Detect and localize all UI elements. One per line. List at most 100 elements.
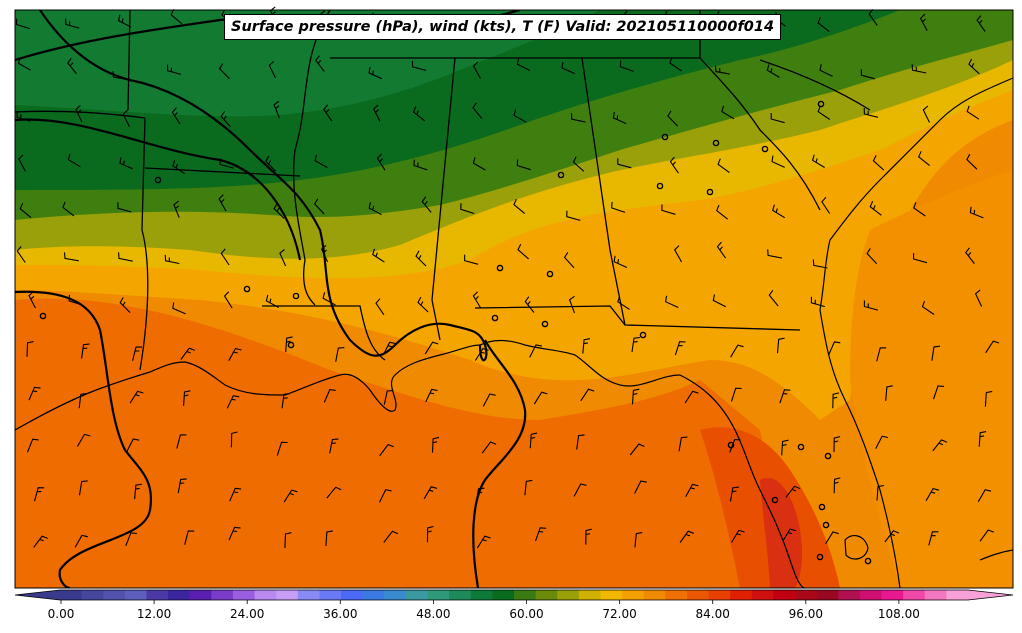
border-al-fl xyxy=(474,305,801,331)
border-tx-ok xyxy=(15,110,146,119)
wind-barb xyxy=(921,300,935,315)
wind-barb xyxy=(634,532,643,548)
colorbar-swatch xyxy=(427,590,450,600)
colorbar-swatch xyxy=(362,590,385,600)
calm-wind-marker xyxy=(797,443,805,451)
wind-barb xyxy=(276,441,288,456)
wind-barb xyxy=(379,443,394,457)
colorbar-swatch xyxy=(535,590,558,600)
wind-barb xyxy=(833,477,841,494)
wind-barb xyxy=(516,58,531,71)
wind-barb xyxy=(375,298,385,316)
wind-barb xyxy=(968,58,980,75)
wind-barb xyxy=(220,111,231,128)
wind-barb xyxy=(28,291,36,309)
wind-barb xyxy=(585,528,592,545)
wind-barb xyxy=(17,57,31,71)
wind-barb xyxy=(16,246,26,263)
border-la-ms xyxy=(262,305,386,361)
colorbar-swatch xyxy=(514,590,537,600)
wind-barb xyxy=(76,433,91,447)
wind-barb xyxy=(475,487,485,503)
wind-barb xyxy=(779,389,791,404)
wind-barb xyxy=(476,535,491,549)
calm-wind-marker xyxy=(546,270,554,278)
wind-barb xyxy=(534,527,547,542)
wind-barb xyxy=(631,388,640,405)
wind-barb xyxy=(129,390,144,404)
wind-barb xyxy=(613,255,628,269)
wind-barb xyxy=(78,480,88,496)
colorbar-tick-label: 12.00 xyxy=(136,607,172,621)
wind-barb xyxy=(524,479,533,496)
calm-wind-marker xyxy=(639,331,647,339)
wind-barb xyxy=(474,347,489,361)
coast-florida-east xyxy=(819,309,901,588)
wind-barb xyxy=(16,111,31,122)
calm-wind-marker xyxy=(761,145,769,153)
colorbar-swatch xyxy=(557,590,580,600)
wind-barb xyxy=(112,71,128,81)
wind-barb xyxy=(966,153,978,170)
wind-barb xyxy=(932,385,945,400)
state-borders xyxy=(15,10,871,371)
calm-wind-marker xyxy=(822,521,830,529)
wind-barb xyxy=(776,337,785,354)
colorbar-swatch xyxy=(211,590,234,600)
colorbar-swatch xyxy=(795,590,818,600)
border-mississippi-river xyxy=(292,10,331,306)
calm-wind-marker xyxy=(712,139,720,147)
wind-barb xyxy=(875,435,889,449)
colorbar-swatch xyxy=(665,590,688,600)
wind-barb xyxy=(516,159,531,171)
calm-wind-marker xyxy=(824,452,832,460)
wind-barb xyxy=(172,302,186,315)
border-al-ga xyxy=(581,57,626,326)
wind-barb xyxy=(712,294,727,308)
wind-barb xyxy=(869,200,882,216)
colorbar-swatch xyxy=(903,590,926,600)
colorbar-swatch xyxy=(232,590,256,600)
wind-barb xyxy=(860,69,876,80)
wind-barb xyxy=(126,438,140,452)
colorbar-swatch xyxy=(384,590,407,600)
wind-barb xyxy=(717,158,730,174)
wind-barb xyxy=(885,385,893,401)
wind-barb xyxy=(223,291,233,309)
calm-wind-marker xyxy=(727,441,735,449)
wind-barb xyxy=(529,432,538,449)
wind-barb xyxy=(825,531,839,545)
wind-barb xyxy=(426,525,434,543)
wind-barb xyxy=(721,105,735,120)
wind-barb xyxy=(63,252,79,262)
colorbar-tick-label: 0.00 xyxy=(47,607,75,621)
wind-barb xyxy=(172,160,185,174)
calm-wind-marker xyxy=(817,100,825,108)
map-frame xyxy=(14,9,1014,589)
isobar-north-2 xyxy=(15,118,302,261)
colorbar-swatch xyxy=(622,590,645,600)
wind-barb xyxy=(122,109,130,127)
colorbar-swatch xyxy=(449,590,472,600)
wind-barb xyxy=(326,486,342,499)
colorbar-swatch xyxy=(643,590,666,600)
wind-barb xyxy=(985,340,1000,354)
wind-barb xyxy=(335,347,345,362)
wind-barb xyxy=(415,250,427,267)
wind-barb xyxy=(314,154,328,168)
wind-barb xyxy=(617,158,632,169)
wind-barb xyxy=(810,296,825,308)
wind-barb xyxy=(612,111,627,125)
wind-barb xyxy=(925,487,940,501)
calm-wind-marker xyxy=(287,341,295,349)
colorbar-swatch xyxy=(946,590,969,600)
calm-wind-marker xyxy=(491,314,499,322)
wind-barb xyxy=(768,289,779,307)
colorbar-swatch xyxy=(276,590,299,600)
wind-barb xyxy=(322,292,336,306)
colorbar-swatch xyxy=(708,590,731,600)
wind-barb xyxy=(230,431,238,448)
wind-barb xyxy=(674,341,686,356)
wind-barb xyxy=(730,344,744,358)
